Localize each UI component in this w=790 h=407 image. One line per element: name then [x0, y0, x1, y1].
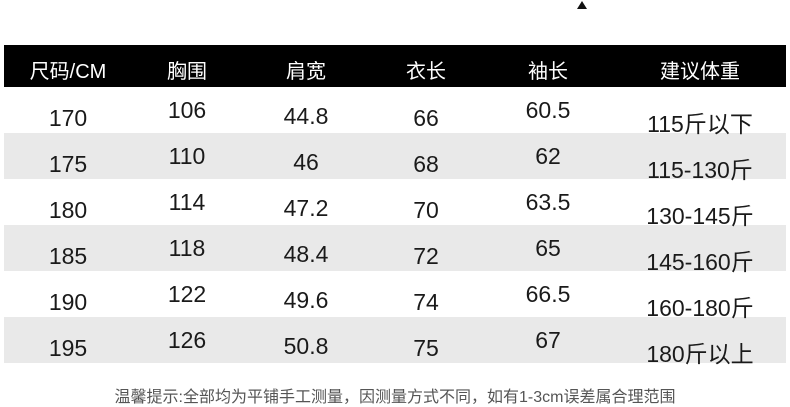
cell-value: 47.2 [283, 195, 329, 221]
table-cell: 62 [482, 133, 614, 179]
cell-value: 190 [48, 289, 88, 315]
table-header: 尺码/CM 胸围 肩宽 衣长 袖长 建议体重 [4, 45, 786, 87]
table-cell: 66 [370, 87, 482, 133]
cell-value: 175 [48, 151, 88, 177]
cell-value: 115斤以下 [647, 111, 753, 137]
table-cell: 122 [132, 271, 242, 317]
table-row: 195 126 50.8 75 67 180斤以上 [4, 317, 786, 367]
cell-value: 46 [293, 149, 319, 175]
header-weight: 建议体重 [660, 61, 740, 83]
table-cell: 115斤以下 [614, 87, 786, 137]
table-cell: 190 [4, 271, 132, 317]
table-row: 175 110 46 68 62 115-130斤 [4, 133, 786, 183]
table-cell: 75 [370, 317, 482, 363]
cell-value: 44.8 [283, 103, 329, 129]
cell-value: 195 [48, 335, 88, 361]
table-cell: 185 [4, 225, 132, 271]
cell-value: 60.5 [525, 97, 571, 123]
table-row: 185 118 48.4 72 65 145-160斤 [4, 225, 786, 275]
table-cell: 70 [370, 179, 482, 225]
table-cell: 145-160斤 [614, 225, 786, 275]
cell-value: 75 [413, 335, 439, 361]
cell-value: 66 [413, 105, 439, 131]
table-cell: 47.2 [242, 179, 370, 225]
table-cell: 114 [132, 179, 242, 225]
table-row: 170 106 44.8 66 60.5 115斤以下 [4, 87, 786, 137]
cell-value: 114 [168, 189, 206, 215]
header-size: 尺码/CM [29, 61, 107, 83]
table-cell: 74 [370, 271, 482, 317]
cell-value: 180 [48, 197, 88, 223]
table-cell: 130-145斤 [614, 179, 786, 229]
header-length: 衣长 [406, 61, 446, 83]
table-cell: 118 [132, 225, 242, 271]
table-cell: 110 [132, 133, 242, 179]
table-cell: 60.5 [482, 87, 614, 133]
cell-value: 70 [413, 197, 439, 223]
table-cell: 170 [4, 87, 132, 133]
table-cell: 44.8 [242, 87, 370, 133]
table-cell: 49.6 [242, 271, 370, 317]
table-row: 180 114 47.2 70 63.5 130-145斤 [4, 179, 786, 229]
table-cell: 63.5 [482, 179, 614, 225]
cell-value: 180斤以上 [646, 341, 754, 367]
cell-value: 122 [167, 281, 207, 307]
cell-value: 49.6 [283, 287, 329, 313]
cell-value: 115-130斤 [647, 157, 753, 183]
table-cell: 67 [482, 317, 614, 363]
table-cell: 65 [482, 225, 614, 271]
cell-value: 118 [168, 235, 206, 261]
table-cell: 68 [370, 133, 482, 179]
cell-value: 67 [535, 327, 561, 353]
table-cell: 72 [370, 225, 482, 271]
header-shoulder: 肩宽 [286, 61, 326, 83]
cell-value: 170 [48, 105, 88, 131]
header-sleeve: 袖长 [528, 61, 568, 83]
table-cell: 180 [4, 179, 132, 225]
cell-value: 110 [168, 143, 206, 169]
cell-value: 126 [167, 327, 207, 353]
cell-value: 62 [535, 143, 561, 169]
table-cell: 106 [132, 87, 242, 133]
cell-value: 48.4 [283, 241, 329, 267]
table-cell: 48.4 [242, 225, 370, 271]
table-cell: 115-130斤 [614, 133, 786, 183]
table-cell: 66.5 [482, 271, 614, 317]
header-chest: 胸围 [167, 61, 207, 83]
cell-value: 66.5 [525, 281, 571, 307]
cell-value: 68 [413, 151, 439, 177]
cell-value: 72 [413, 243, 439, 269]
cell-value: 74 [413, 289, 439, 315]
cell-value: 63.5 [525, 189, 571, 215]
cell-value: 130-145斤 [646, 203, 754, 229]
cell-value: 106 [167, 97, 207, 123]
cell-value: 160-180斤 [646, 295, 754, 321]
measurement-note: 温馨提示:全部均为平铺手工测量，因测量方式不同，如有1-3cm误差属合理范围 [114, 389, 676, 406]
table-cell: 50.8 [242, 317, 370, 363]
table-cell: 46 [242, 133, 370, 179]
cell-value: 65 [535, 235, 561, 261]
size-chart-table: 尺码/CM 胸围 肩宽 衣长 袖长 建议体重 170 106 44.8 66 60.5 1… [4, 45, 786, 367]
table-cell: 160-180斤 [614, 271, 786, 321]
table-row: 190 122 49.6 74 66.5 160-180斤 [4, 271, 786, 321]
table-cell: 126 [132, 317, 242, 363]
triangle-marker-icon [577, 1, 587, 9]
cell-value: 185 [48, 243, 88, 269]
table-cell: 195 [4, 317, 132, 363]
cell-value: 50.8 [283, 333, 329, 359]
table-cell: 175 [4, 133, 132, 179]
table-cell: 180斤以上 [614, 317, 786, 367]
cell-value: 145-160斤 [646, 249, 754, 275]
